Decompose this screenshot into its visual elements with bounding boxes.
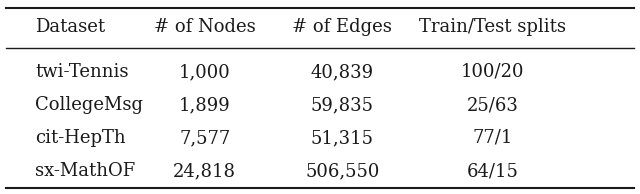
Text: 59,835: 59,835	[311, 96, 374, 114]
Text: 25/63: 25/63	[467, 96, 519, 114]
Text: 51,315: 51,315	[311, 129, 374, 147]
Text: 40,839: 40,839	[311, 63, 374, 81]
Text: 1,000: 1,000	[179, 63, 230, 81]
Text: 7,577: 7,577	[179, 129, 230, 147]
Text: # of Nodes: # of Nodes	[154, 18, 255, 36]
Text: sx-MathOF: sx-MathOF	[35, 162, 136, 180]
Text: 1,899: 1,899	[179, 96, 230, 114]
Text: 506,550: 506,550	[305, 162, 380, 180]
Text: cit-HepTh: cit-HepTh	[35, 129, 126, 147]
Text: twi-Tennis: twi-Tennis	[35, 63, 129, 81]
Text: 77/1: 77/1	[472, 129, 513, 147]
Text: Dataset: Dataset	[35, 18, 106, 36]
Text: 64/15: 64/15	[467, 162, 519, 180]
Text: 100/20: 100/20	[461, 63, 525, 81]
Text: Train/Test splits: Train/Test splits	[419, 18, 566, 36]
Text: 24,818: 24,818	[173, 162, 236, 180]
Text: # of Edges: # of Edges	[292, 18, 392, 36]
Text: CollegeMsg: CollegeMsg	[35, 96, 143, 114]
